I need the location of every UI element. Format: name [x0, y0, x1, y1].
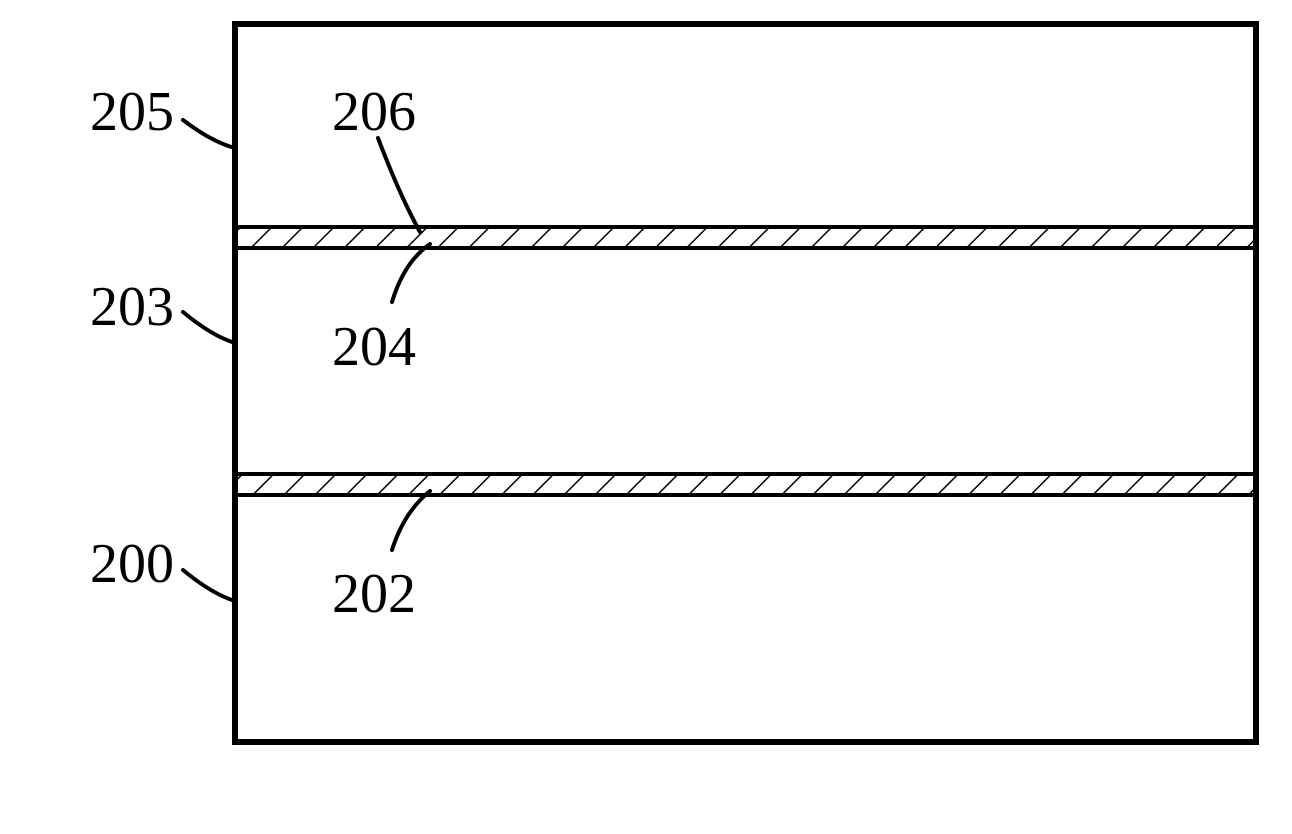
leader-line — [183, 312, 235, 343]
label-200: 200 — [90, 533, 174, 595]
label-202: 202 — [332, 563, 416, 625]
label-204: 204 — [332, 316, 416, 378]
hatched-band — [235, 227, 1256, 248]
label-203: 203 — [90, 276, 174, 338]
label-206: 206 — [332, 81, 416, 143]
diagram-svg: 205 203 200 206 204 202 — [0, 0, 1292, 834]
leader-line — [183, 120, 235, 148]
label-205: 205 — [90, 81, 174, 143]
leader-line — [183, 570, 235, 601]
hatched-band — [235, 474, 1256, 495]
